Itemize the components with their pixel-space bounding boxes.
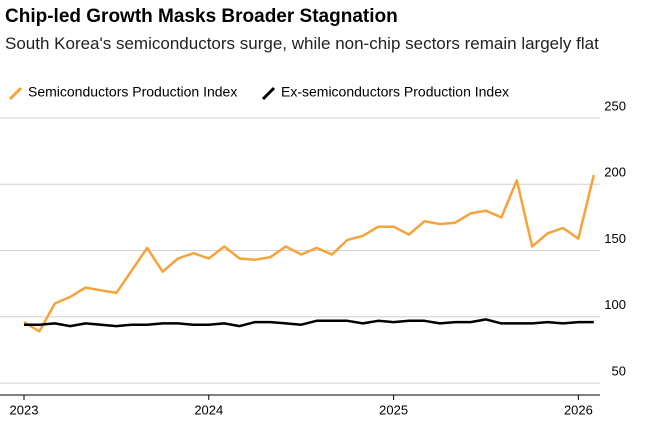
x-tick-label: 2025 [379, 402, 408, 417]
chart-subtitle: South Korea's semiconductors surge, whil… [5, 34, 599, 53]
series-line [24, 318, 594, 328]
x-tick-label: 2023 [10, 402, 39, 417]
legend-icon [261, 86, 276, 101]
x-tick-label: 2026 [564, 402, 593, 417]
y-tick-label: 50 [612, 364, 626, 379]
y-tick-label: 200 [604, 165, 626, 180]
legend-icon [8, 86, 23, 101]
series-line [23, 174, 596, 333]
legend-label: Ex-semiconductors Production Index [281, 84, 509, 100]
legend-label: Semiconductors Production Index [28, 84, 237, 100]
subtitle-box: South Korea's semiconductors surge, whil… [5, 34, 599, 53]
y-tick-label: 150 [604, 231, 626, 246]
y-tick-label: 100 [604, 297, 626, 312]
y-tick-label: 250 [604, 98, 626, 113]
chart-title: Chip-led Growth Masks Broader Stagnation [5, 6, 398, 27]
x-tick-label: 2024 [194, 402, 223, 417]
